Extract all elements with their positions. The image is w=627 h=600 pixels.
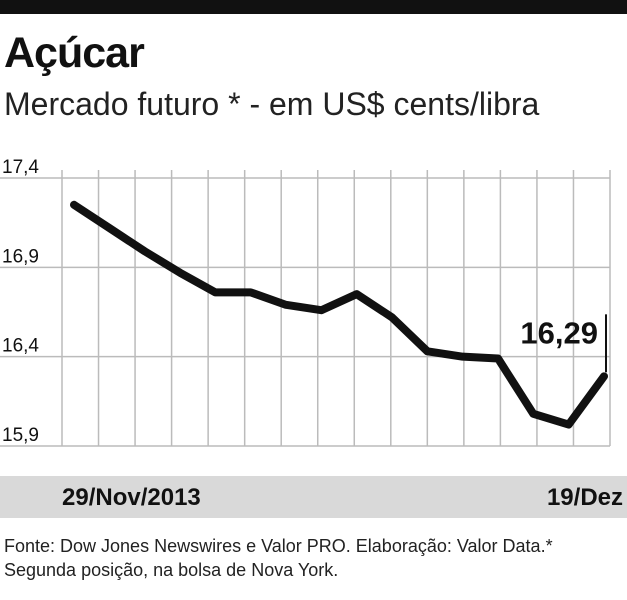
data-point [71,201,77,208]
grid-layer [0,170,611,447]
x-start-label: 29/Nov/2013 [62,484,201,511]
x-end-label: 19/Dez [547,484,623,511]
y-tick-label: 16,9 [2,246,39,267]
data-point [106,225,113,232]
data-point [177,269,183,276]
source-note: Fonte: Dow Jones Newswires e Valor PRO. … [4,536,553,580]
data-point [424,348,431,355]
data-point [495,355,501,362]
data-point [565,421,572,428]
y-tick-label: 15,9 [2,425,39,446]
data-point [141,248,148,255]
data-point [318,307,325,314]
data-point [353,291,360,298]
y-tick-labels: 17,4 16,9 16,4 15,9 [2,157,39,446]
series-line [70,200,608,429]
chart-subtitle: Mercado futuro * - em US$ cents/libra [4,86,540,122]
line-chart: 17,4 16,9 16,4 15,9 29/Nov/2013 19/Dez 16,2… [0,157,627,518]
data-point [459,353,466,360]
data-point [247,289,254,296]
data-point [389,314,395,321]
y-tick-label: 17,4 [2,157,39,178]
data-point [283,301,289,308]
last-value-label: 16,29 [520,315,598,350]
series-layer [70,200,608,429]
chart-title: Açúcar [4,29,145,77]
y-tick-label: 16,4 [2,336,39,357]
data-point [212,289,219,296]
data-point [601,373,607,380]
data-point [530,410,537,417]
top-rule [0,0,627,14]
x-axis-band [0,476,627,518]
